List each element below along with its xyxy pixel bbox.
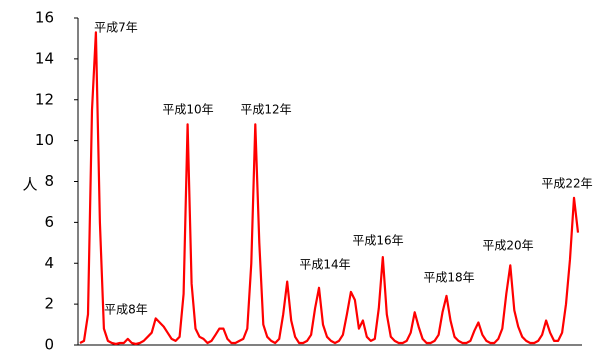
y-tick-label: 16 [35, 9, 54, 27]
y-tick-label: 12 [35, 90, 54, 108]
data-line [79, 31, 580, 346]
y-tick-label: 2 [44, 295, 54, 313]
annotation: 平成20年 [482, 239, 533, 253]
y-tick-label: 0 [44, 336, 54, 351]
y-tick-label: 4 [44, 254, 54, 272]
annotation: 平成8年 [104, 303, 148, 317]
y-tick-label: 8 [44, 172, 54, 190]
annotation: 平成18年 [423, 271, 474, 285]
annotation: 平成22年 [541, 177, 592, 191]
y-axis-label: 人 [22, 176, 37, 194]
annotation: 平成7年 [94, 21, 138, 35]
y-tick-label: 10 [35, 131, 54, 149]
annotation: 平成16年 [352, 234, 403, 248]
y-tick-label: 6 [44, 213, 54, 231]
annotation: 平成14年 [299, 258, 350, 272]
annotation: 平成12年 [240, 103, 291, 117]
annotation: 平成10年 [162, 103, 213, 117]
y-tick-label: 14 [35, 49, 54, 67]
